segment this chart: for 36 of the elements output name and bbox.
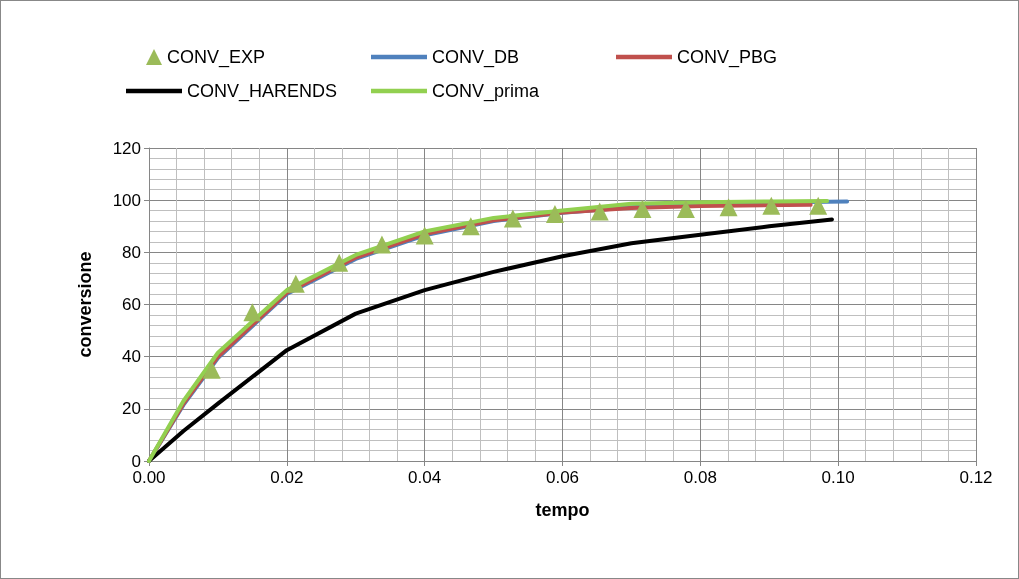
point: [243, 303, 262, 322]
x-axis-title: tempo: [535, 500, 590, 520]
point: [461, 217, 480, 236]
y-tick-label: 40: [122, 347, 141, 367]
x-tick-label: 0.10: [821, 468, 855, 487]
y-tick-label: 60: [122, 295, 141, 314]
legend-label: CONV_HARENDS: [187, 81, 338, 102]
x-tick-label: 0.04: [408, 468, 442, 487]
point: [545, 204, 564, 223]
y-tick-label: 80: [122, 242, 141, 262]
y-tick-label: 0: [131, 451, 141, 471]
point: [590, 202, 609, 221]
point: [809, 196, 828, 215]
point: [286, 274, 305, 293]
point: [762, 196, 781, 215]
point: [372, 235, 391, 254]
y-tick-label: 120: [112, 138, 141, 158]
x-tick-label: 0.12: [959, 468, 993, 487]
legend-label: CONV_DB: [432, 47, 520, 68]
y-axis-title: conversione: [75, 251, 95, 358]
x-tick-label: 0.02: [270, 468, 304, 487]
point: [202, 360, 221, 379]
point: [330, 253, 349, 272]
legend-label: CONV_PBG: [677, 47, 778, 68]
point: [633, 200, 652, 219]
legend-label: CONV_prima: [432, 81, 541, 102]
point: [503, 209, 522, 228]
y-tick-label: 100: [112, 190, 141, 210]
point: [415, 226, 434, 245]
x-tick-label: 0.00: [132, 468, 166, 487]
y-tick-label: 20: [122, 399, 141, 419]
x-tick-label: 0.08: [683, 468, 717, 487]
point: [676, 200, 695, 219]
x-tick-label: 0.06: [545, 468, 580, 487]
point: [719, 198, 738, 217]
legend-label: CONV_EXP: [167, 47, 266, 68]
